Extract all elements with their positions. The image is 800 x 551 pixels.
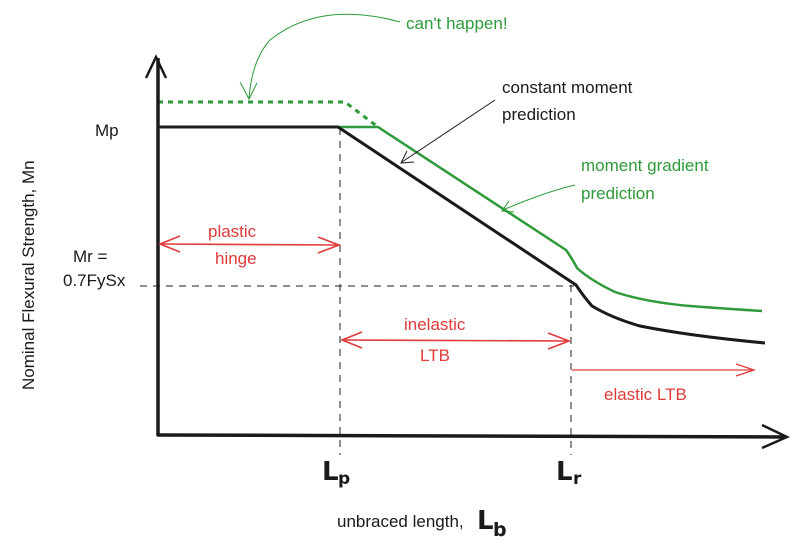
cant-happen-label: can't happen! (406, 14, 508, 33)
plastic-region-arrow (157, 235, 342, 254)
cant-happen-dotted-line (158, 100, 379, 129)
inelastic-label-line2: LTB (420, 346, 450, 365)
constant-moment-leader (400, 99, 496, 164)
inelastic-region-arrow (339, 331, 572, 350)
x-axis (156, 433, 786, 439)
lr-tick-label: L r (556, 457, 582, 489)
lp-tick-label: L p (322, 457, 350, 489)
svg-text:L: L (477, 506, 494, 536)
plastic-label-line1: plastic (208, 222, 257, 241)
moment-gradient-label-line1: moment gradient (581, 156, 709, 175)
svg-text:r: r (573, 469, 582, 489)
elastic-label: elastic LTB (604, 385, 687, 404)
lb-symbol: L b (477, 506, 507, 541)
inelastic-label-line1: inelastic (404, 315, 466, 334)
elastic-region-arrow (572, 363, 757, 377)
mr-label-line2: 0.7FySx (63, 271, 126, 290)
mp-label: Mp (95, 121, 119, 140)
constant-moment-label-line1: constant moment (502, 78, 633, 97)
plastic-label-line2: hinge (215, 249, 257, 268)
y-axis-arrowhead (144, 54, 168, 79)
svg-text:L: L (322, 457, 339, 487)
cant-happen-leader (239, 13, 401, 101)
moment-gradient-leader (501, 184, 576, 213)
constant-moment-label-line2: prediction (502, 105, 576, 124)
y-axis-label: Nominal Flexural Strength, Mn (19, 160, 38, 390)
moment-gradient-label-line2: prediction (581, 184, 655, 203)
x-axis-arrowhead (761, 423, 790, 450)
svg-text:L: L (556, 457, 573, 487)
svg-text:b: b (493, 519, 507, 541)
mr-label-line1: Mr = (73, 247, 108, 266)
constant-moment-curve (158, 125, 766, 345)
svg-text:p: p (338, 469, 350, 489)
moment-gradient-curve (333, 125, 763, 313)
x-axis-label: unbraced length, (337, 512, 464, 531)
